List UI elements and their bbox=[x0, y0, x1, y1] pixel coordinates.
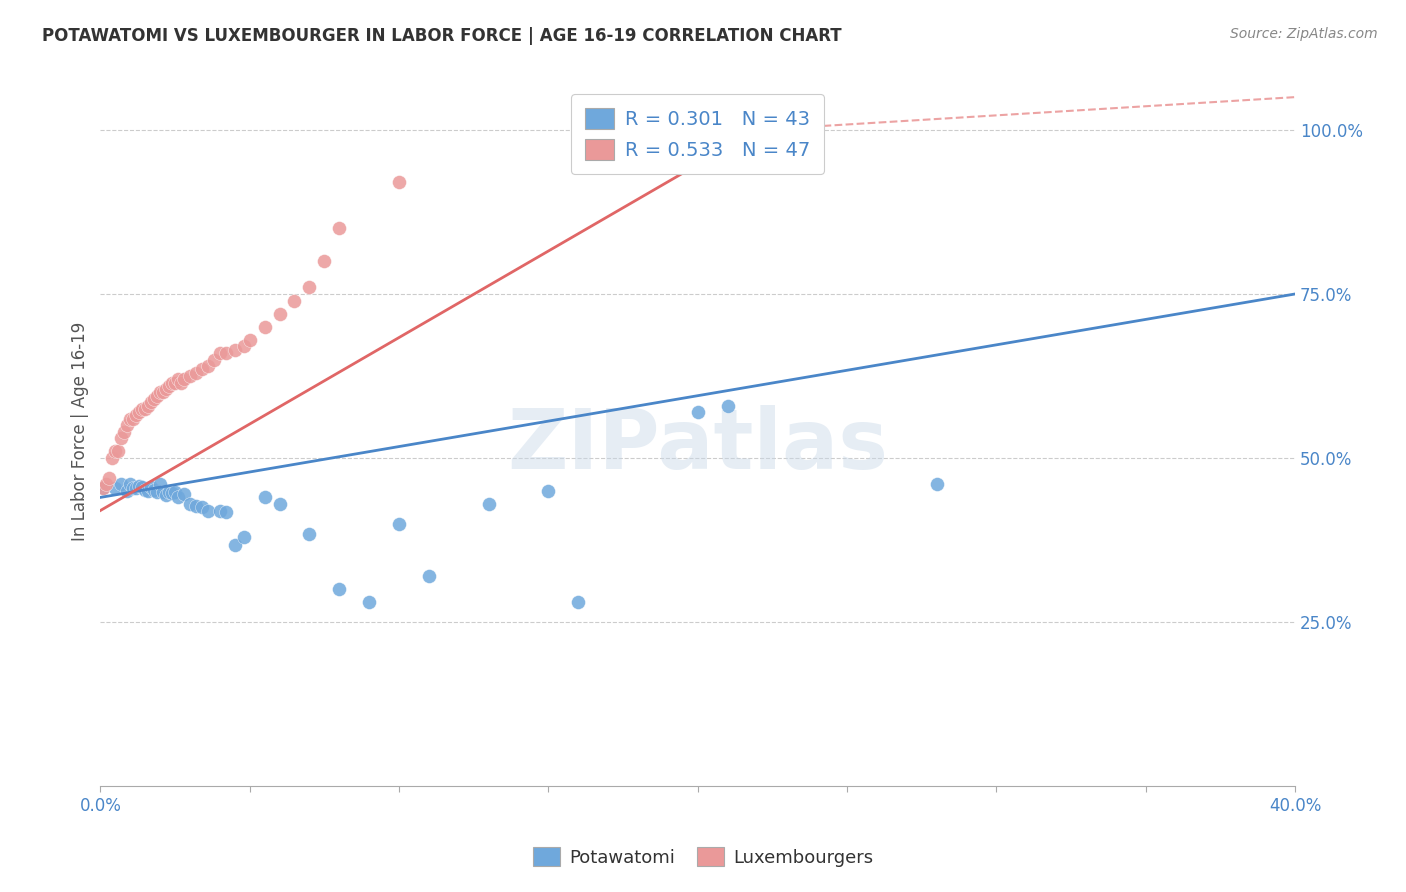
Point bbox=[283, 293, 305, 308]
Point bbox=[139, 480, 162, 494]
Point bbox=[131, 480, 153, 494]
Point bbox=[478, 497, 501, 511]
Point bbox=[184, 499, 207, 513]
Point bbox=[160, 486, 183, 500]
Point bbox=[328, 221, 350, 235]
Point bbox=[197, 359, 219, 374]
Point bbox=[128, 478, 150, 492]
Point bbox=[146, 485, 169, 500]
Point bbox=[125, 409, 148, 423]
Point bbox=[128, 405, 150, 419]
Point bbox=[104, 444, 127, 458]
Point bbox=[173, 372, 195, 386]
Point bbox=[104, 481, 127, 495]
Point bbox=[122, 481, 145, 495]
Point bbox=[155, 382, 177, 396]
Text: Source: ZipAtlas.com: Source: ZipAtlas.com bbox=[1230, 27, 1378, 41]
Point bbox=[115, 418, 138, 433]
Point bbox=[224, 343, 246, 357]
Point bbox=[152, 385, 174, 400]
Point bbox=[314, 254, 336, 268]
Point bbox=[101, 450, 124, 465]
Point bbox=[388, 516, 411, 531]
Point bbox=[686, 405, 709, 419]
Point bbox=[91, 481, 114, 495]
Point bbox=[120, 477, 142, 491]
Point bbox=[232, 530, 254, 544]
Point bbox=[112, 425, 135, 439]
Point bbox=[160, 376, 183, 390]
Point bbox=[149, 385, 172, 400]
Point bbox=[110, 431, 132, 445]
Legend: R = 0.301   N = 43, R = 0.533   N = 47: R = 0.301 N = 43, R = 0.533 N = 47 bbox=[571, 95, 824, 174]
Point bbox=[107, 444, 129, 458]
Point bbox=[167, 491, 190, 505]
Point bbox=[146, 389, 169, 403]
Point bbox=[139, 395, 162, 409]
Point bbox=[388, 176, 411, 190]
Point bbox=[167, 372, 190, 386]
Point bbox=[155, 488, 177, 502]
Point bbox=[179, 369, 201, 384]
Point bbox=[253, 491, 276, 505]
Point bbox=[120, 411, 142, 425]
Point bbox=[122, 411, 145, 425]
Text: POTAWATOMI VS LUXEMBOURGER IN LABOR FORCE | AGE 16-19 CORRELATION CHART: POTAWATOMI VS LUXEMBOURGER IN LABOR FORC… bbox=[42, 27, 842, 45]
Point bbox=[136, 399, 159, 413]
Point bbox=[115, 483, 138, 498]
Point bbox=[224, 538, 246, 552]
Point bbox=[163, 376, 186, 390]
Point bbox=[98, 471, 121, 485]
Point bbox=[179, 497, 201, 511]
Point bbox=[134, 401, 156, 416]
Point bbox=[298, 526, 321, 541]
Point bbox=[208, 346, 231, 360]
Point bbox=[269, 497, 291, 511]
Point bbox=[110, 477, 132, 491]
Point bbox=[191, 362, 214, 376]
Point bbox=[596, 129, 619, 144]
Point bbox=[184, 366, 207, 380]
Point bbox=[239, 333, 262, 347]
Point bbox=[232, 339, 254, 353]
Point bbox=[328, 582, 350, 597]
Point bbox=[716, 399, 738, 413]
Point bbox=[125, 481, 148, 495]
Point bbox=[537, 483, 560, 498]
Point bbox=[136, 483, 159, 498]
Y-axis label: In Labor Force | Age 16-19: In Labor Force | Age 16-19 bbox=[72, 322, 89, 541]
Point bbox=[131, 401, 153, 416]
Point bbox=[567, 595, 589, 609]
Point bbox=[202, 352, 225, 367]
Point bbox=[208, 503, 231, 517]
Point bbox=[197, 503, 219, 517]
Text: ZIPatlas: ZIPatlas bbox=[508, 406, 889, 486]
Point bbox=[269, 307, 291, 321]
Legend: Potawatomi, Luxembourgers: Potawatomi, Luxembourgers bbox=[526, 840, 880, 874]
Point bbox=[143, 392, 166, 406]
Point bbox=[96, 477, 118, 491]
Point bbox=[253, 319, 276, 334]
Point bbox=[157, 379, 180, 393]
Point bbox=[170, 376, 193, 390]
Point bbox=[359, 595, 381, 609]
Point bbox=[191, 500, 214, 514]
Point bbox=[298, 280, 321, 294]
Point bbox=[91, 481, 114, 495]
Point bbox=[152, 485, 174, 500]
Point bbox=[925, 477, 948, 491]
Point bbox=[149, 477, 172, 491]
Point bbox=[418, 569, 440, 583]
Point bbox=[215, 346, 238, 360]
Point bbox=[173, 487, 195, 501]
Point bbox=[747, 123, 769, 137]
Point bbox=[134, 483, 156, 497]
Point bbox=[157, 485, 180, 500]
Point bbox=[215, 505, 238, 519]
Point bbox=[143, 483, 166, 497]
Point bbox=[163, 485, 186, 500]
